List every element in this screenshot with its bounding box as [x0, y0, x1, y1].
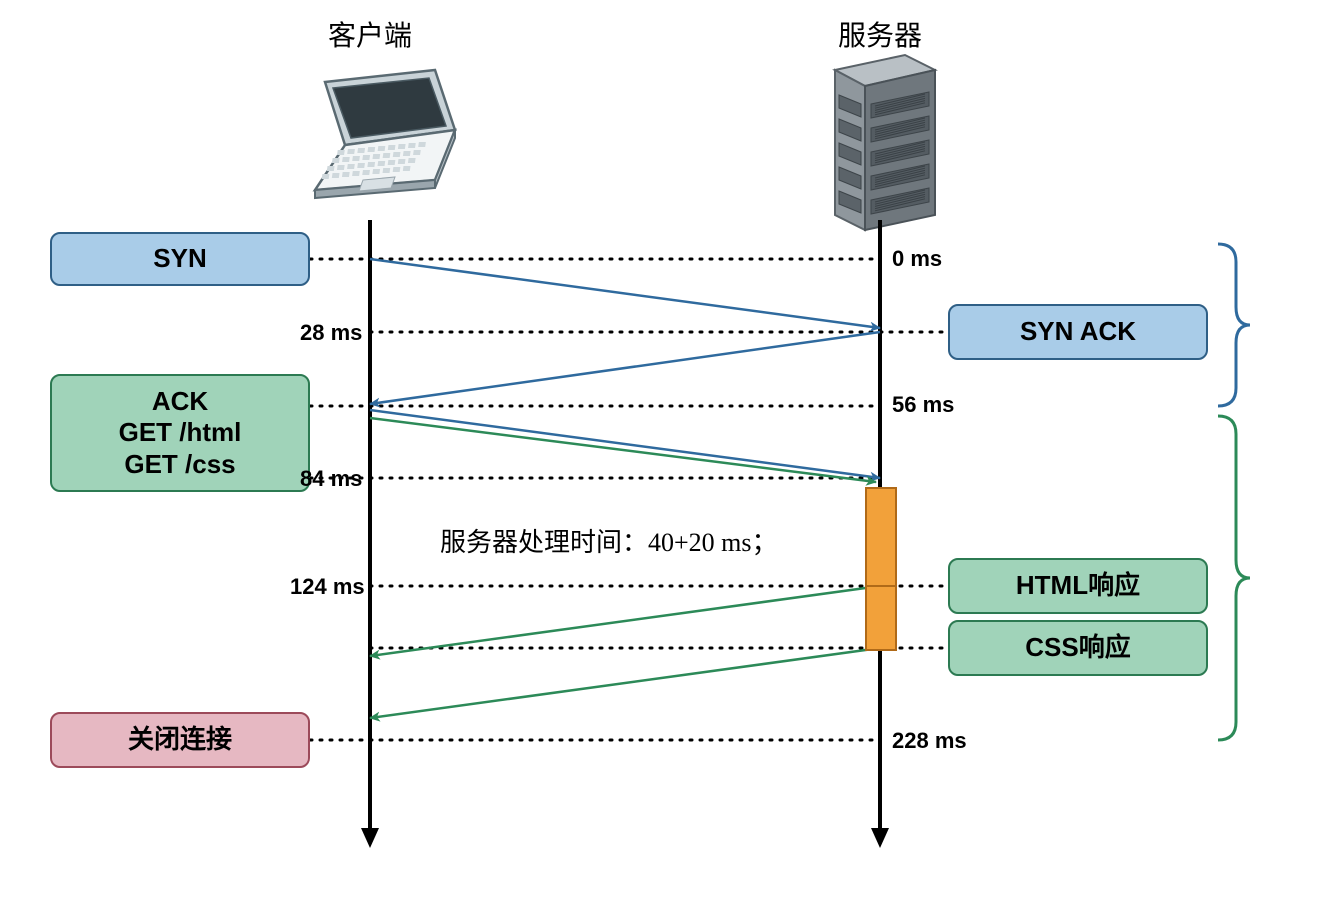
box-line: SYN ACK: [1020, 316, 1136, 347]
box-line: CSS响应: [1025, 632, 1130, 663]
cssresp-arrow: [370, 648, 880, 718]
timestamp-0ms: 0 ms: [892, 246, 942, 272]
html-response-box: HTML响应: [948, 558, 1208, 614]
server-icon: [835, 55, 935, 230]
box-line: SYN: [153, 243, 206, 274]
server-header: 服务器: [780, 14, 980, 54]
server-processing-label: 服务器处理时间：40+20 ms；: [440, 522, 778, 559]
close-connection-box: 关闭连接: [50, 712, 310, 768]
synack-box: SYN ACK: [948, 304, 1208, 360]
box-line: 关闭连接: [128, 724, 232, 755]
timestamp-56ms: 56 ms: [892, 392, 954, 418]
server-activation-bar: [866, 488, 896, 650]
diagram-stage: 客户端 服务器 SYN SYN ACK ACKGET /htmlGET /css…: [0, 0, 1318, 904]
syn-box: SYN: [50, 232, 310, 286]
htmlresp-arrow: [370, 586, 880, 656]
box-line: GET /html: [119, 417, 242, 448]
ack-box: ACKGET /htmlGET /css: [50, 374, 310, 492]
get-arrow: [370, 418, 876, 482]
box-line: ACK: [152, 386, 208, 417]
timestamp-28ms: 28 ms: [300, 320, 362, 346]
syn-arrow: [370, 259, 880, 328]
laptop-icon: [315, 70, 455, 198]
css-response-box: CSS响应: [948, 620, 1208, 676]
client-header: 客户端: [270, 14, 470, 54]
timestamp-84ms: 84 ms: [300, 466, 362, 492]
ack-arrow: [370, 410, 880, 478]
box-line: GET /css: [124, 449, 235, 480]
synack-arrow: [370, 332, 880, 404]
box-line: HTML响应: [1016, 570, 1140, 601]
tcp-brace: [1218, 244, 1250, 406]
timestamp-124ms: 124 ms: [290, 574, 365, 600]
http-brace: [1218, 416, 1250, 740]
timestamp-228ms: 228 ms: [892, 728, 967, 754]
